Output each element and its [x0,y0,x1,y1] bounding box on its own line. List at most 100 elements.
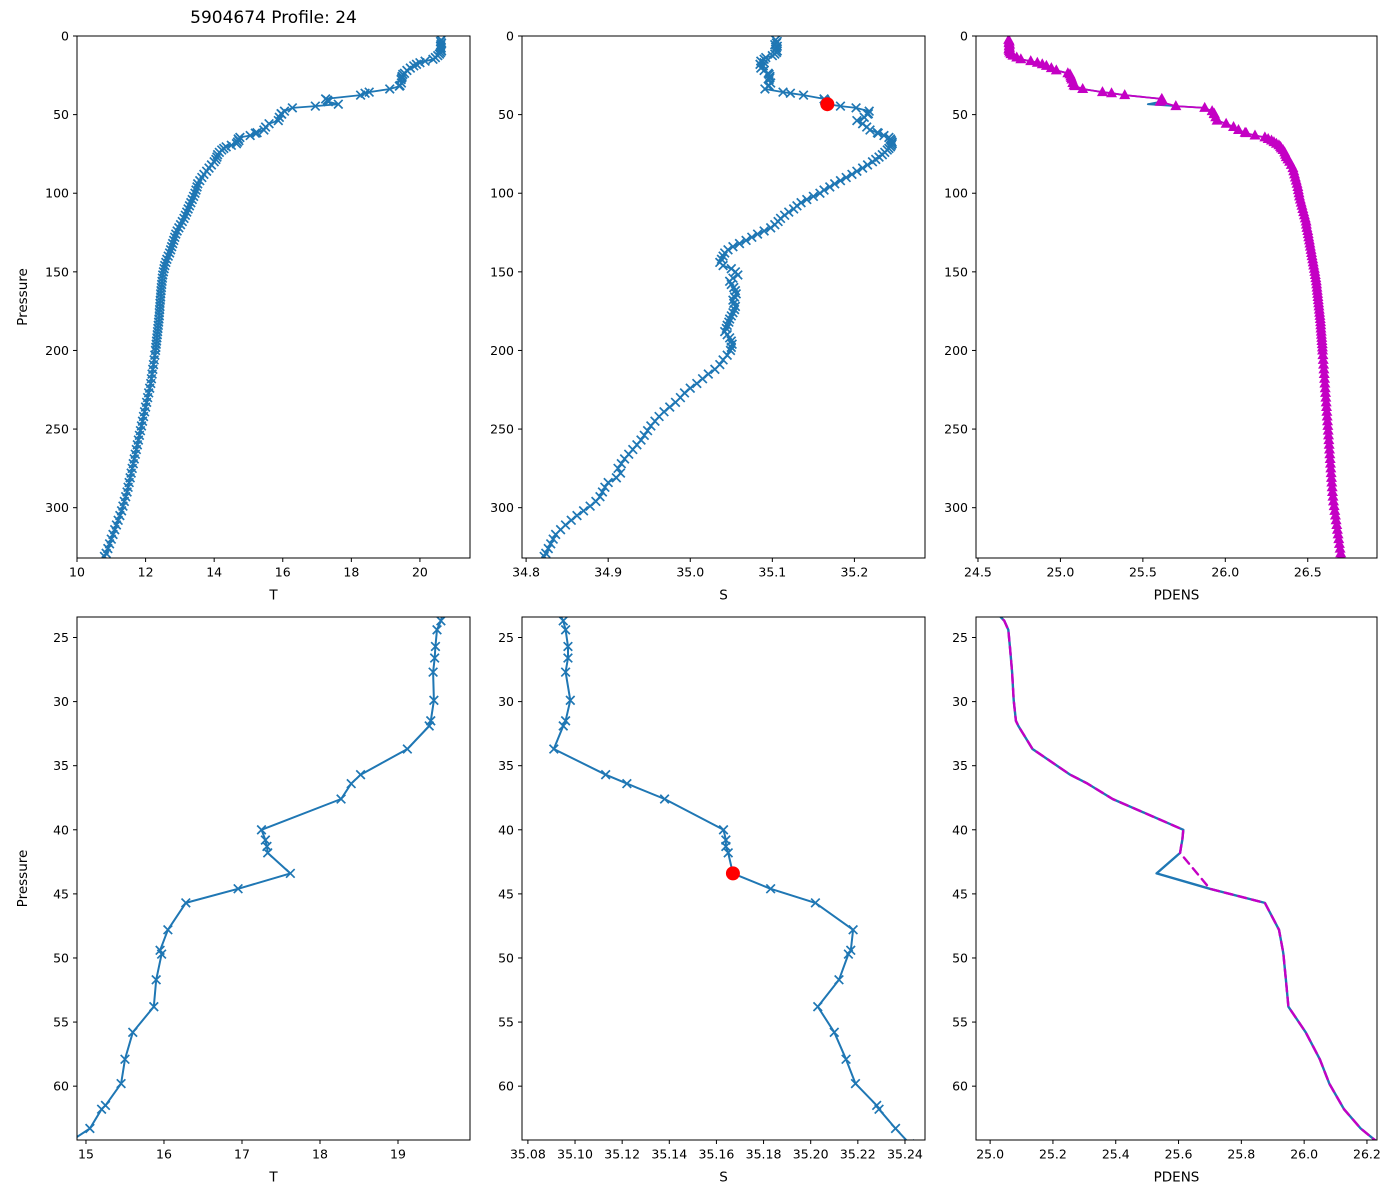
y-tick-label: 0 [960,29,968,44]
panel-data [999,617,1377,1140]
x-marker [156,949,167,960]
pdens-raw-line [999,617,1377,1140]
x-marker [724,314,735,324]
x-tick-label: 25.2 [1039,1147,1067,1162]
x-marker [190,188,200,199]
y-tick-label: 45 [952,886,968,901]
x-tick-label: 25.6 [1165,1147,1193,1162]
x-marker [843,949,854,960]
x-marker [765,883,776,894]
x-marker [519,447,528,456]
y-tick-label: 60 [53,1079,69,1094]
axes-frame [975,616,1378,1141]
x-marker [96,1104,107,1115]
temperature-line-markers [99,36,447,558]
y-tick-label: 150 [490,264,514,279]
y-tick-label: 250 [944,422,968,437]
y-tick-label: 50 [498,950,514,965]
x-marker [212,152,222,162]
x-marker [645,421,656,431]
x-tick-label: 35.12 [604,1147,640,1162]
y-tick-label: 250 [45,422,69,437]
triangle-marker [1333,537,1345,548]
y-tick-label: 35 [53,758,69,773]
x-marker [258,125,269,135]
triangle-marker [1170,100,1182,111]
x-tick-label: 35.1 [758,565,786,580]
y-tick-label: 100 [490,186,514,201]
triangle-marker [1329,509,1341,520]
x-marker [734,238,745,249]
x-marker [829,1027,840,1038]
y-tick-label: 40 [53,822,69,837]
x-marker [310,101,321,112]
x-marker [578,505,589,516]
x-marker [560,715,571,726]
x-tick-label: 35.18 [746,1147,782,1162]
triangle-marker [1220,117,1232,128]
salinity-line-markers [539,36,898,558]
x-marker [912,1165,921,1174]
axes-frame [76,616,471,1141]
x-marker [548,534,559,545]
x-marker [429,653,440,663]
x-marker [442,593,451,602]
x-marker [611,472,622,483]
x-tick-label: 26.5 [1294,565,1322,580]
x-marker [565,695,576,706]
x-marker [428,695,439,706]
x-marker [84,1123,95,1134]
x-tick-label: 26.2 [1353,1147,1381,1162]
x-marker [285,868,296,879]
x-marker [841,172,852,183]
y-tick-label: 150 [944,264,968,279]
triangle-marker [1326,476,1338,487]
y-tick-label: 25 [498,630,514,645]
x-marker [730,301,741,312]
triangle-marker [1325,457,1337,468]
x-marker [188,191,199,202]
x-marker [691,378,702,389]
x-marker [120,1054,130,1065]
x-marker [659,794,670,804]
x-marker [851,102,861,113]
x-tick-label: 25.0 [976,1147,1004,1162]
triangle-marker [1232,124,1244,135]
panel-data [539,36,898,558]
x-marker [621,778,632,789]
y-tick-label: 55 [53,1015,69,1030]
x-tick-label: 34.8 [512,565,540,580]
x-marker [580,345,589,354]
triangle-marker [1327,495,1339,506]
x-marker [62,1140,71,1149]
x-marker [428,667,439,678]
x-tick-label: 35.24 [887,1147,923,1162]
x-marker [722,320,733,331]
y-tick-label: 40 [952,822,968,837]
x-marker [603,477,614,488]
axes-frame [76,35,471,559]
panel-data [548,345,921,1174]
x-marker [256,824,267,835]
triangle-marker [1077,82,1089,93]
triangle-marker [1325,471,1337,482]
y-tick-label: 30 [952,694,968,709]
x-marker [287,102,298,113]
y-tick-label: 200 [944,343,968,358]
x-tick-label: 34.9 [594,565,622,580]
x-marker [873,128,884,139]
y-tick-label: 40 [498,822,514,837]
triangle-marker [1154,95,1166,106]
triangle-marker [1330,514,1342,525]
x-marker [323,96,334,107]
x-marker [841,1054,851,1065]
x-marker [172,226,183,236]
y-tick-label: 35 [952,758,968,773]
x-marker [165,244,176,255]
x-marker [578,460,587,469]
x-marker [851,115,862,126]
x-marker [801,194,812,205]
x-marker [245,130,256,141]
x-marker [642,425,653,436]
